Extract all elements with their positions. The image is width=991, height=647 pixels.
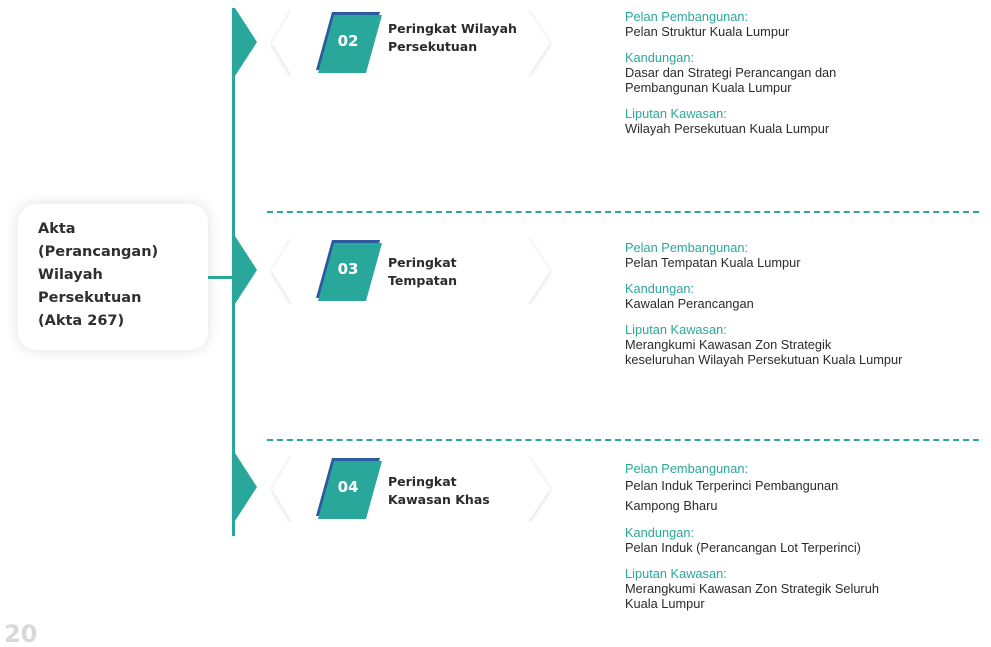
- info-value: Merangkumi Kawasan Zon Strategik Seluruh: [625, 581, 879, 596]
- info-label: Pelan Pembangunan:: [625, 461, 749, 476]
- act-connector: [208, 276, 234, 279]
- info-label: Liputan Kawasan:: [625, 322, 727, 337]
- level-title: Peringkat Tempatan: [388, 254, 548, 290]
- level-info-02: Pelan Pembangunan: Pelan Struktur Kuala …: [625, 9, 985, 136]
- info-label: Kandungan:: [625, 281, 695, 296]
- branch-line: [232, 8, 235, 536]
- level-number: 04: [337, 478, 359, 496]
- info-value: Pelan Induk Terperinci Pembangunan: [625, 478, 839, 493]
- act-line: Wilayah: [38, 267, 103, 283]
- info-label: Liputan Kawasan:: [625, 106, 727, 121]
- branch-arrow-03: [235, 236, 257, 304]
- act-line: Akta: [38, 221, 76, 237]
- level-badge-04: 04 Peringkat Kawasan Khas: [270, 456, 552, 522]
- branch-arrow-04: [235, 453, 257, 521]
- level-info-03: Pelan Pembangunan: Pelan Tempatan Kuala …: [625, 240, 985, 367]
- info-label: Kandungan:: [625, 50, 695, 65]
- level-number: 02: [337, 32, 359, 50]
- info-value: Pembangunan Kuala Lumpur: [625, 80, 792, 95]
- act-line: Persekutuan: [38, 290, 142, 306]
- act-card: Akta (Perancangan) Wilayah Persekutuan (…: [18, 204, 208, 350]
- badge-shape: [272, 456, 550, 522]
- level-title: Peringkat Kawasan Khas: [388, 473, 548, 509]
- info-value: Merangkumi Kawasan Zon Strategik: [625, 337, 832, 352]
- info-value: Pelan Tempatan Kuala Lumpur: [625, 255, 801, 270]
- level-title-line: Peringkat: [388, 474, 457, 489]
- info-value: Kawalan Perancangan: [625, 296, 754, 311]
- info-label: Liputan Kawasan:: [625, 566, 727, 581]
- level-title-line: Peringkat: [388, 255, 457, 270]
- level-badge-02: 02 Peringkat Wilayah Persekutuan: [270, 10, 552, 76]
- info-value: Pelan Struktur Kuala Lumpur: [625, 24, 790, 39]
- act-line: (Akta 267): [38, 313, 125, 329]
- level-title-line: Tempatan: [388, 273, 458, 288]
- info-value: keseluruhan Wilayah Persekutuan Kuala Lu…: [625, 352, 903, 367]
- level-title-line: Persekutuan: [388, 39, 478, 54]
- divider: [267, 211, 979, 213]
- level-title-line: Kawasan Khas: [388, 492, 490, 507]
- act-line: (Perancangan): [38, 244, 159, 260]
- info-label: Pelan Pembangunan:: [625, 240, 749, 255]
- info-label: Kandungan:: [625, 525, 695, 540]
- branch-arrow-02: [235, 8, 257, 76]
- info-value: Dasar dan Strategi Perancangan dan: [625, 65, 837, 80]
- level-title-line: Peringkat Wilayah: [388, 21, 517, 36]
- info-value: Pelan Induk (Perancangan Lot Terperinci): [625, 540, 861, 555]
- level-badge-03: 03 Peringkat Tempatan: [270, 238, 552, 304]
- badge-shape: [272, 10, 550, 76]
- level-number: 03: [337, 260, 359, 278]
- badge-shape: [272, 238, 550, 304]
- level-title: Peringkat Wilayah Persekutuan: [388, 20, 548, 56]
- divider: [267, 439, 979, 441]
- info-value: Wilayah Persekutuan Kuala Lumpur: [625, 121, 830, 136]
- info-value: Kampong Bharu: [625, 498, 718, 513]
- info-label: Pelan Pembangunan:: [625, 9, 749, 24]
- info-value: Kuala Lumpur: [625, 596, 705, 611]
- level-info-04: Pelan Pembangunan: Pelan Induk Terperinc…: [625, 461, 985, 611]
- page-number: 20: [4, 620, 38, 647]
